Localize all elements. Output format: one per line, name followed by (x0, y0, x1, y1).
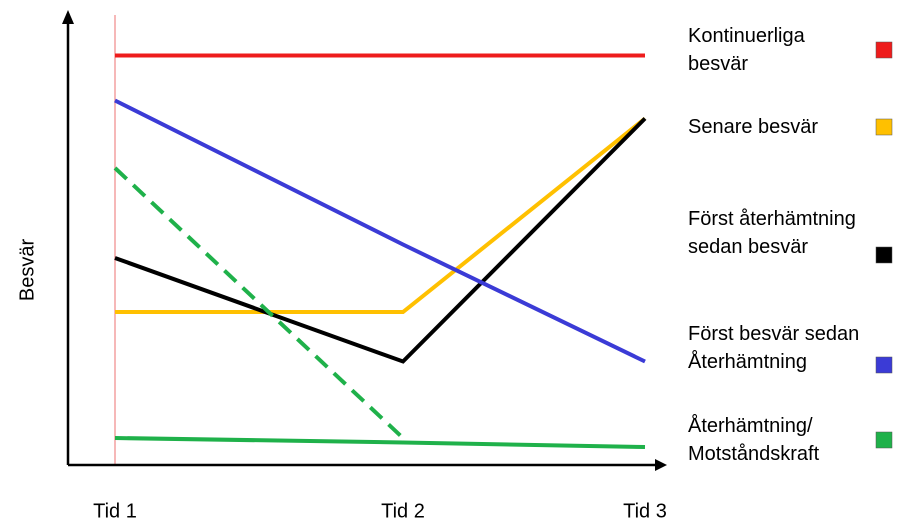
legend-swatch (875, 41, 893, 59)
legend-label: Kontinuerliga besvär (688, 25, 805, 75)
legend-swatch (875, 118, 893, 136)
y-axis-label: Besvär (16, 239, 38, 302)
legend-swatch (875, 356, 893, 374)
legend-swatch (875, 246, 893, 264)
series-line (113, 166, 405, 440)
x-tick-label: Tid 2 (381, 500, 425, 522)
x-tick-label: Tid 1 (93, 500, 137, 522)
x-tick-label: Tid 3 (623, 500, 667, 522)
series-line (114, 436, 646, 449)
series-line (114, 117, 647, 364)
y-arrow (62, 10, 74, 24)
series-line (115, 116, 647, 314)
legend-label: Senare besvär (688, 116, 819, 138)
legend-label: Först besvär sedan Återhämtning (688, 323, 860, 373)
legend-swatch (875, 431, 893, 449)
legend-label: Återhämtning/ Motståndskraft (688, 415, 820, 465)
legend-label: Först återhämtning sedan besvär (688, 208, 856, 258)
x-arrow (655, 459, 667, 471)
series-line (114, 98, 646, 364)
